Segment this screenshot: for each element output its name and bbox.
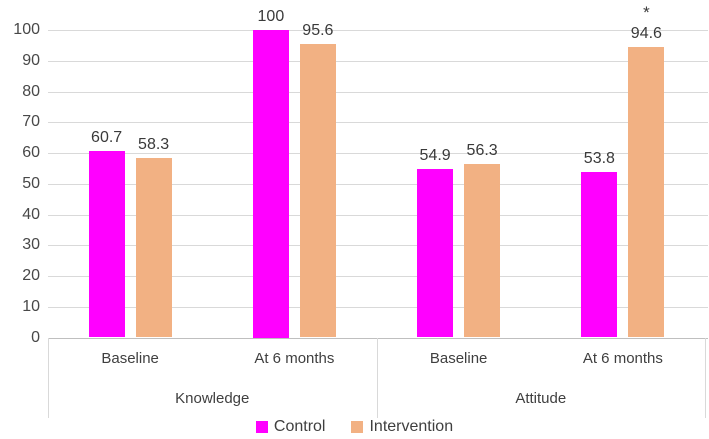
data-label-intervention-3: 94.6 xyxy=(630,24,662,42)
legend-item-intervention: Intervention xyxy=(351,418,453,436)
data-label-control-2: 54.9 xyxy=(419,146,451,164)
intervention-color-swatch xyxy=(351,421,364,433)
category-label-1: At 6 months xyxy=(254,350,335,367)
data-label-intervention-2: 56.3 xyxy=(466,142,498,160)
category-label-0: Baseline xyxy=(101,350,159,367)
x-axis-line xyxy=(48,337,708,339)
gridline-60 xyxy=(48,153,708,154)
bar-control-2 xyxy=(417,168,454,338)
control-color-swatch xyxy=(255,421,268,433)
gridline-90 xyxy=(48,60,708,62)
gridline-80 xyxy=(48,91,708,93)
bar-intervention-1 xyxy=(299,43,336,338)
legend: Control Intervention xyxy=(0,416,709,438)
y-tick-50: 50 xyxy=(22,174,40,192)
group-label-attitude: Attitude xyxy=(515,390,567,407)
gridline-30 xyxy=(48,245,708,247)
bar-intervention-3 xyxy=(628,46,665,338)
bar-control-1 xyxy=(252,30,289,338)
gridline-70 xyxy=(48,122,708,124)
gridline-10 xyxy=(48,306,708,308)
data-label-control-1: 100 xyxy=(257,8,285,25)
y-tick-70: 70 xyxy=(22,113,40,131)
y-tick-90: 90 xyxy=(22,51,40,69)
y-tick-40: 40 xyxy=(22,205,40,223)
y-tick-80: 80 xyxy=(22,82,40,100)
legend-label-intervention: Intervention xyxy=(369,418,454,435)
y-tick-10: 10 xyxy=(22,297,40,315)
legend-label-control: Control xyxy=(273,418,326,435)
gridline-100 xyxy=(48,30,708,31)
category-label-2: Baseline xyxy=(429,350,488,367)
gridline-50 xyxy=(48,183,708,185)
data-label-intervention-0: 58.3 xyxy=(138,136,170,154)
y-tick-20: 20 xyxy=(22,267,40,284)
group-divider-1 xyxy=(705,337,706,418)
bar-control-0 xyxy=(88,150,125,338)
data-label-intervention-1: 95.6 xyxy=(302,21,334,39)
group-divider-0 xyxy=(376,337,378,418)
legend-item-control: Control xyxy=(255,418,326,436)
y-tick-0: 0 xyxy=(31,328,40,346)
gridline-20 xyxy=(48,276,708,277)
group-label-knowledge: Knowledge xyxy=(175,390,250,407)
axis-border-left xyxy=(48,337,49,418)
y-tick-100: 100 xyxy=(13,21,40,38)
category-label-3: At 6 months xyxy=(582,350,663,367)
data-label-control-0: 60.7 xyxy=(91,128,123,146)
y-tick-60: 60 xyxy=(22,144,40,161)
bar-control-3 xyxy=(581,172,618,338)
bar-intervention-2 xyxy=(464,164,501,338)
significance-asterisk: * xyxy=(643,2,650,22)
data-label-control-3: 53.8 xyxy=(583,150,615,168)
gridline-40 xyxy=(48,214,708,216)
y-tick-30: 30 xyxy=(22,236,40,254)
bar-intervention-0 xyxy=(135,158,172,338)
